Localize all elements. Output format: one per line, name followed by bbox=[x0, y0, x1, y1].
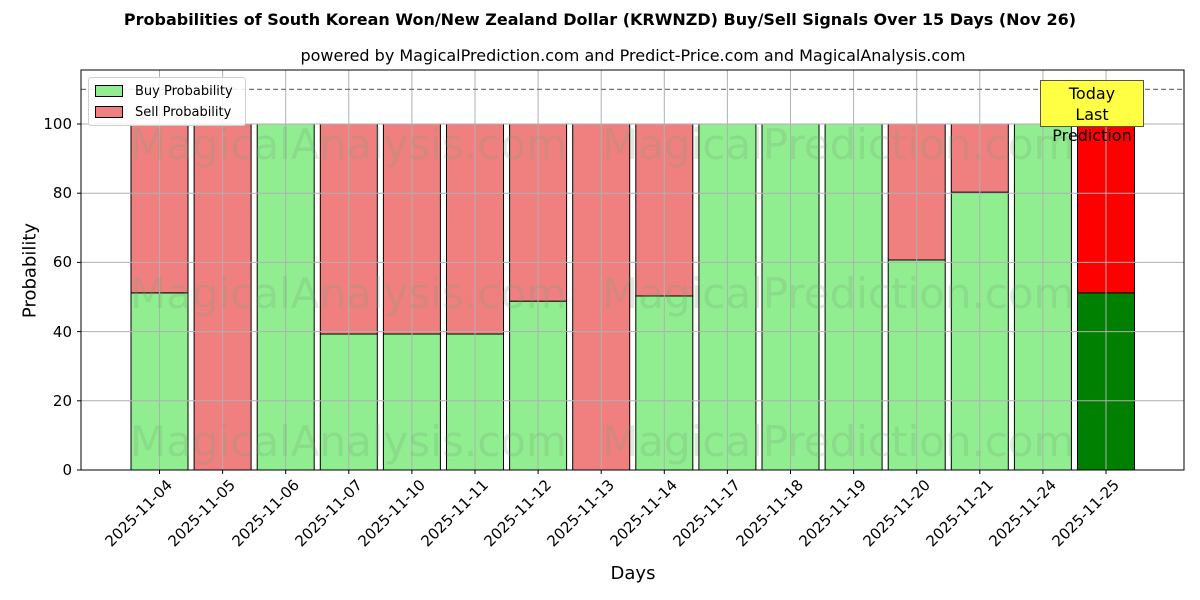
y-tick-label: 60 bbox=[52, 253, 72, 272]
legend-item-sell: Sell Probability bbox=[95, 104, 231, 120]
x-axis-label: Days bbox=[610, 563, 656, 584]
annotation-line-2: Last Prediction bbox=[1052, 105, 1132, 145]
legend-label-buy: Buy Probability bbox=[135, 83, 233, 99]
watermark: MagicalAnalysis.com bbox=[130, 417, 567, 466]
chart-subtitle: powered by MagicalPrediction.com and Pre… bbox=[300, 46, 966, 65]
y-tick-label: 0 bbox=[62, 461, 72, 479]
watermark: MagicalAnalysis.com bbox=[130, 269, 567, 318]
today-annotation: Today Last Prediction bbox=[1040, 80, 1144, 145]
annotation-line-1: Today bbox=[1068, 84, 1116, 103]
y-tick-label: 80 bbox=[52, 184, 72, 203]
buy-swatch bbox=[95, 85, 123, 97]
watermark: MagicalAnalysis.com bbox=[130, 120, 567, 169]
sell-swatch bbox=[95, 106, 123, 118]
y-tick-label: 100 bbox=[43, 115, 72, 133]
watermark: MagicalPrediction.com bbox=[602, 417, 1075, 466]
legend-label-sell: Sell Probability bbox=[135, 104, 232, 120]
y-tick-label: 20 bbox=[52, 391, 72, 410]
legend: Buy Probability Sell Probability bbox=[88, 77, 246, 126]
chart-title: Probabilities of South Korean Won/New Ze… bbox=[123, 10, 1077, 29]
y-axis-label: Probability bbox=[19, 222, 41, 319]
y-tick-label: 40 bbox=[52, 322, 72, 341]
watermark: MagicalPrediction.com bbox=[602, 120, 1075, 169]
legend-item-buy: Buy Probability bbox=[95, 83, 233, 99]
watermark: MagicalPrediction.com bbox=[602, 269, 1075, 318]
